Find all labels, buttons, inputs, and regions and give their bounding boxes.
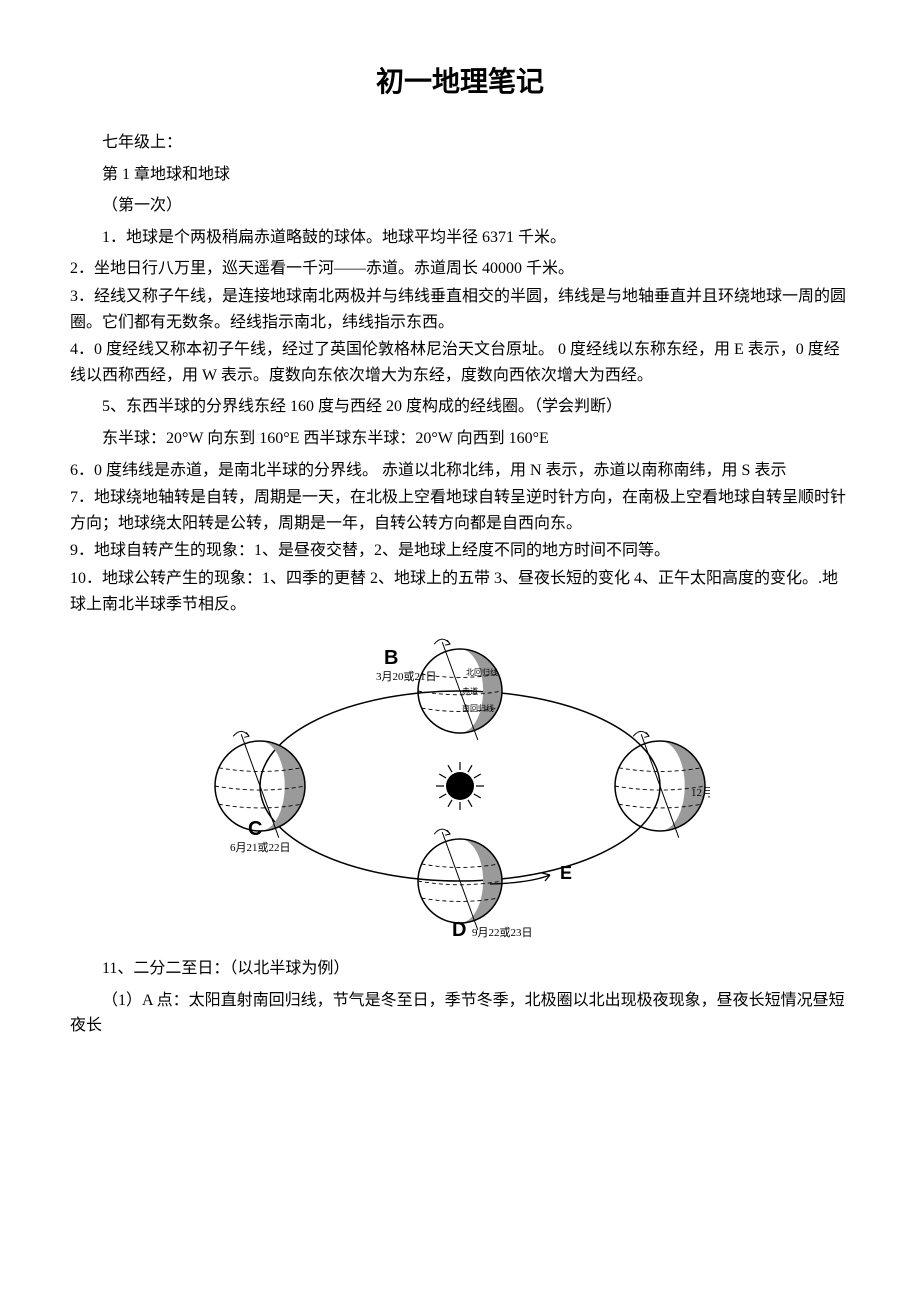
svg-text:B: B: [384, 647, 398, 669]
grade-line: 七年级上：: [70, 130, 850, 156]
svg-text:E: E: [560, 863, 572, 883]
note-9: 9．地球自转产生的现象：1、是昼夜交替，2、是地球上经度不同的地方时间不同等。: [70, 538, 850, 564]
svg-text:D: D: [452, 919, 466, 941]
svg-text:3月20或21日: 3月20或21日: [376, 670, 437, 683]
note-2: 2．坐地日行八万里，巡天遥看一千河——赤道。赤道周长 40000 千米。: [70, 256, 850, 282]
note-4: 4．0 度经线又称本初子午线，经过了英国伦敦格林尼治天文台原址。 0 度经线以东…: [70, 337, 850, 388]
note-1: 1．地球是个两极稍扁赤道略鼓的球体。地球平均半径 6371 千米。: [70, 225, 850, 251]
svg-text:南回归线: 南回归线: [462, 703, 494, 713]
chapter-line: 第 1 章地球和地球: [70, 162, 850, 188]
orbit-diagram: 北回归线赤道南回归线B3月20或21日A12月22或23日C6月21或22日D9…: [70, 631, 850, 946]
note-6: 6．0 度纬线是赤道，是南北半球的分界线。 赤道以北称北纬，用 N 表示，赤道以…: [70, 458, 850, 484]
note-11: 11、二分二至日：（以北半球为例）: [70, 956, 850, 982]
svg-text:6月21或22日: 6月21或22日: [230, 841, 291, 854]
note-3: 3．经线又称子午线，是连接地球南北两极并与纬线垂直相交的半圆，纬线是与地轴垂直并…: [70, 284, 850, 335]
svg-text:C: C: [248, 818, 262, 840]
svg-text:北回归线: 北回归线: [466, 667, 498, 677]
note-12: （1）A 点：太阳直射南回归线，节气是冬至日，季节冬季，北极圈以北出现极夜现象，…: [70, 988, 850, 1039]
note-5: 5、东西半球的分界线东经 160 度与西经 20 度构成的经线圈。（学会判断）: [70, 394, 850, 420]
first-line: （第一次）: [70, 193, 850, 219]
note-5b: 东半球：20°W 向东到 160°E 西半球东半球：20°W 向西到 160°E: [70, 426, 850, 452]
svg-text:12月22或23日: 12月22或23日: [691, 786, 710, 799]
svg-text:赤道: 赤道: [462, 686, 478, 696]
note-10: 10．地球公转产生的现象：1、四季的更替 2、地球上的五带 3、昼夜长短的变化 …: [70, 566, 850, 617]
note-7: 7．地球绕地轴转是自转，周期是一天，在北极上空看地球自转呈逆时针方向，在南极上空…: [70, 485, 850, 536]
svg-text:9月22或23日: 9月22或23日: [472, 926, 533, 939]
page-title: 初一地理笔记: [70, 60, 850, 100]
